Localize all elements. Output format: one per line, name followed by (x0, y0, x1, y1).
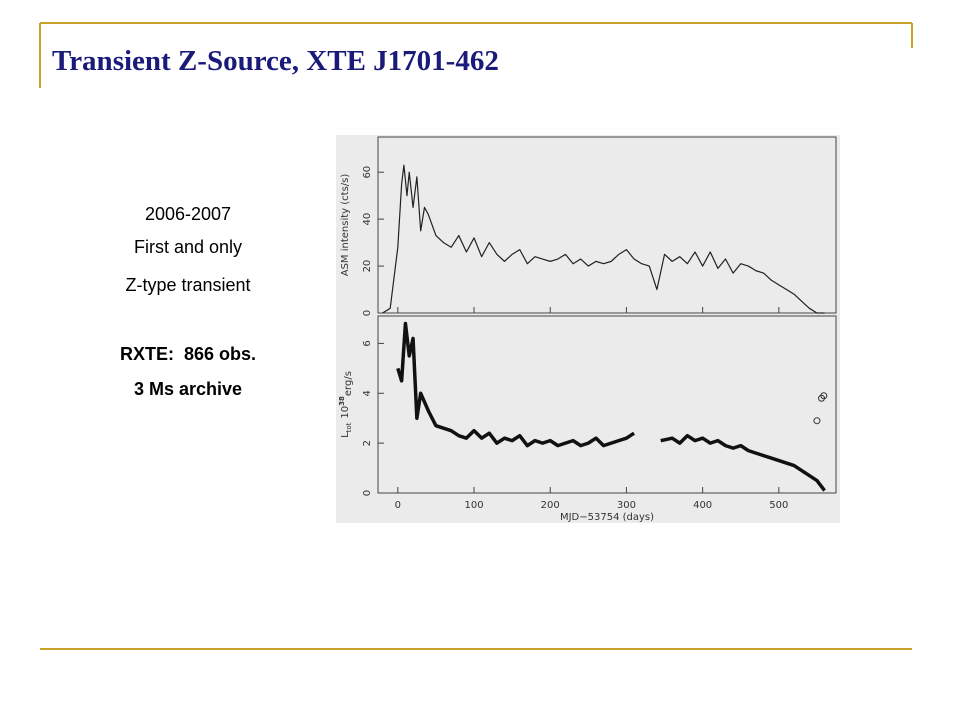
plot-frame (377, 315, 837, 494)
x-tick-label: 200 (541, 500, 560, 511)
y-tick-label: 0 (362, 490, 373, 496)
x-axis-label: MJD−53754 (days) (560, 512, 654, 523)
slide-title: Transient Z-Source, XTE J1701-462 (52, 45, 499, 77)
x-tick-label: 500 (769, 500, 788, 511)
x-tick-label: 300 (617, 500, 636, 511)
chart-background (336, 135, 840, 523)
text-line: 2006-2007 (145, 204, 231, 224)
y-tick-label: 40 (362, 213, 373, 226)
data-point (813, 417, 821, 425)
y-tick-label: 20 (362, 260, 373, 273)
text-line: First and only (134, 237, 242, 257)
x-tick-label: 400 (693, 500, 712, 511)
y-tick-label: 2 (362, 440, 373, 446)
y-axis-label: ASM intensity (cts/s) (340, 174, 351, 277)
x-tick-label: 100 (464, 500, 483, 511)
text-line: RXTE: 866 obs. (120, 344, 256, 364)
data-line (382, 164, 825, 314)
y-axis-label-part: 10 (340, 406, 351, 419)
data-line (396, 321, 826, 492)
y-axis-label-part: L (340, 432, 351, 438)
data-point (820, 392, 828, 400)
y-tick-label: 60 (362, 166, 373, 179)
plot-frame (377, 136, 837, 314)
y-tick-label: 0 (362, 310, 373, 316)
y-axis-label-part: erg/s (343, 371, 354, 396)
text-line: Z-type transient (125, 275, 250, 295)
text-line: 3 Ms archive (134, 379, 242, 399)
y-tick-label: 4 (362, 390, 373, 396)
x-tick-label: 0 (395, 500, 401, 511)
y-axis-label-part: 38 (338, 396, 346, 406)
y-axis-label-part: tot (345, 422, 353, 432)
y-axis-label: Ltot 1038erg/s (338, 371, 354, 438)
y-tick-label: 6 (362, 340, 373, 346)
